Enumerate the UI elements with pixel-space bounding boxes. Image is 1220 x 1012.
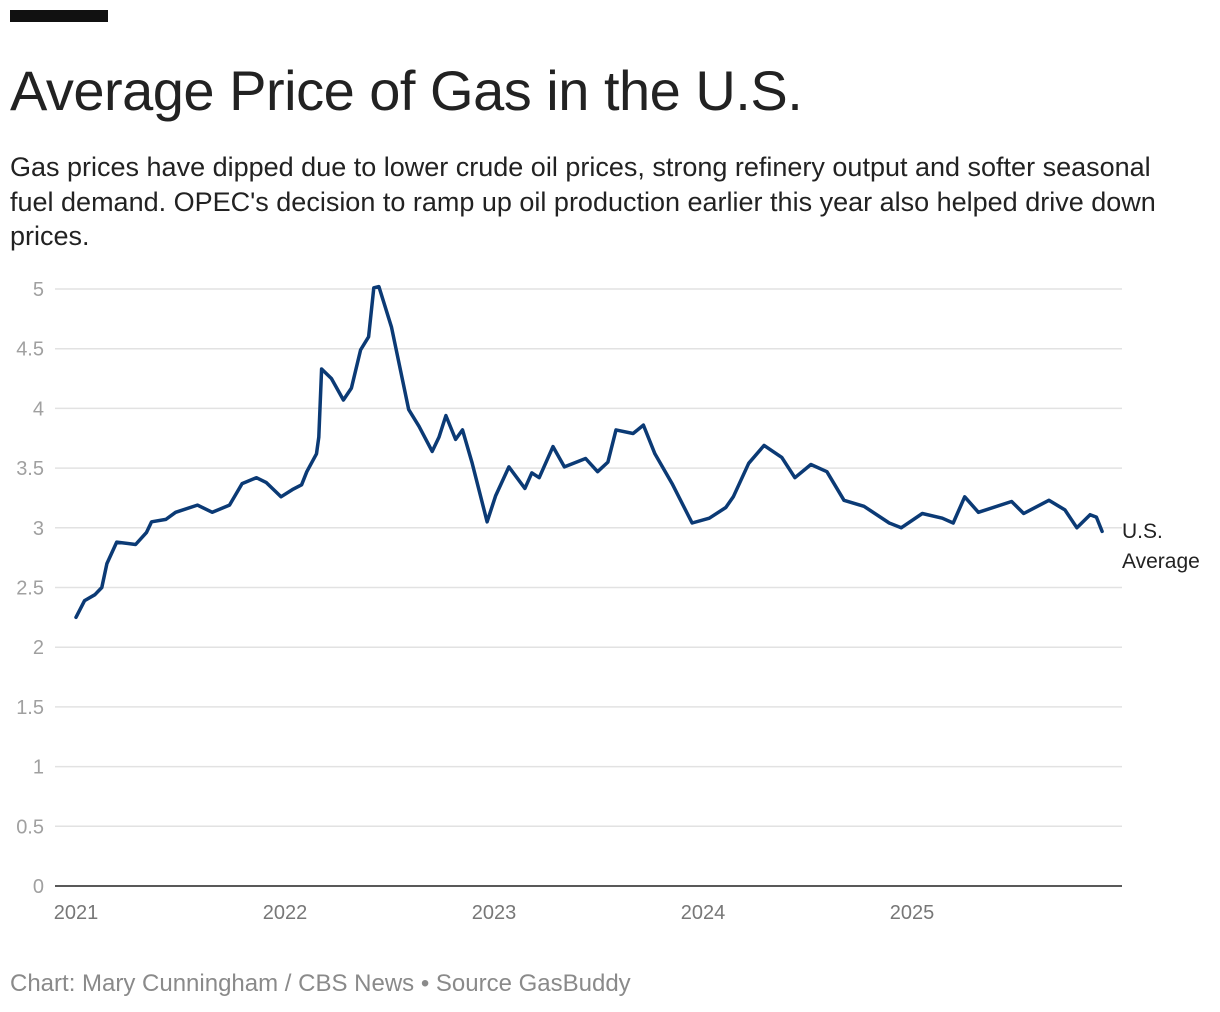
x-tick-label: 2024 [681,902,726,924]
y-tick-label: 0 [33,876,44,898]
y-tick-label: 1 [33,757,44,779]
y-tick-label: 3.5 [16,458,44,480]
chart-credit: Chart: Mary Cunningham / CBS News • Sour… [10,970,631,997]
chart-subtitle: Gas prices have dipped due to lower crud… [10,152,1156,251]
x-tick-label: 2022 [263,902,308,924]
y-tick-label: 4 [33,398,44,420]
x-tick-label: 2025 [890,902,935,924]
x-tick-label: 2021 [54,902,99,924]
series-points [74,285,1104,620]
y-axis-ticks: 0 0.5 1 1.5 2 2.5 3 3.5 4 4.5 5 [16,279,44,898]
x-tick-label: 2023 [472,902,517,924]
y-tick-label: 1.5 [16,697,44,719]
y-tick-label: 4.5 [16,339,44,361]
gridlines [55,288,1122,828]
chart-title: Average Price of Gas in the U.S. [10,59,803,122]
y-tick-label: 5 [33,279,44,301]
y-tick-label: 0.5 [16,816,44,838]
y-tick-label: 3 [33,518,44,540]
y-tick-label: 2 [33,637,44,659]
series-label-line1: U.S. [1122,520,1163,543]
line-chart: 00.511.522.533.544.55 2021 2022 2023 2024 20… [16,279,1200,924]
brand-bar [10,10,108,22]
x-axis-ticks: 2021 2022 2023 2024 2025 [54,902,935,924]
series-line-us-average [74,284,1104,620]
series-label-line2: Average [1122,550,1200,573]
y-tick-label: 2.5 [16,578,44,600]
